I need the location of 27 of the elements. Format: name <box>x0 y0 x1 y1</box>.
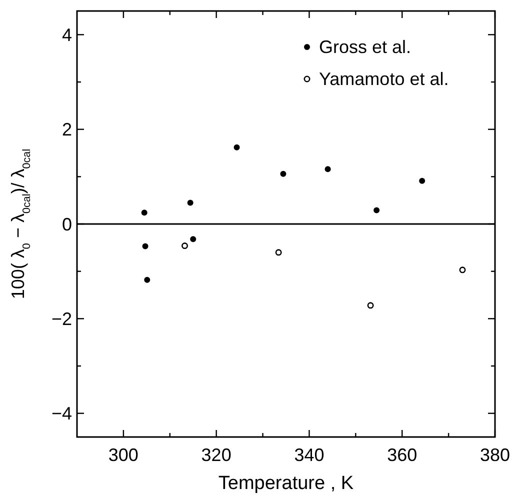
x-tick-label: 380 <box>480 445 510 465</box>
x-tick-label: 300 <box>108 445 138 465</box>
point <box>367 302 374 309</box>
point <box>142 243 148 250</box>
point <box>182 242 188 250</box>
point <box>419 178 426 184</box>
y-tick-label: −2 <box>51 308 72 329</box>
x-axis-title: Temperature , K <box>218 473 354 494</box>
point <box>459 266 466 274</box>
point <box>144 276 150 283</box>
x-tick-label: 320 <box>201 445 232 465</box>
point <box>187 200 194 206</box>
y-tick-label: 2 <box>62 120 72 140</box>
y-tick-label: 0 <box>62 214 72 234</box>
legend-label: Yamamoto et al. <box>319 69 449 89</box>
x-tick-label: 360 <box>387 445 418 465</box>
point <box>280 170 286 177</box>
point <box>324 166 331 172</box>
point <box>374 207 380 214</box>
legend-label: Gross et al. <box>319 37 412 57</box>
point <box>190 236 196 242</box>
x-tick-label: 340 <box>294 445 324 465</box>
y-tick-label: −4 <box>51 404 72 424</box>
point <box>234 144 240 150</box>
y-tick-label: 4 <box>62 24 72 45</box>
point <box>275 249 282 256</box>
point <box>141 210 148 216</box>
